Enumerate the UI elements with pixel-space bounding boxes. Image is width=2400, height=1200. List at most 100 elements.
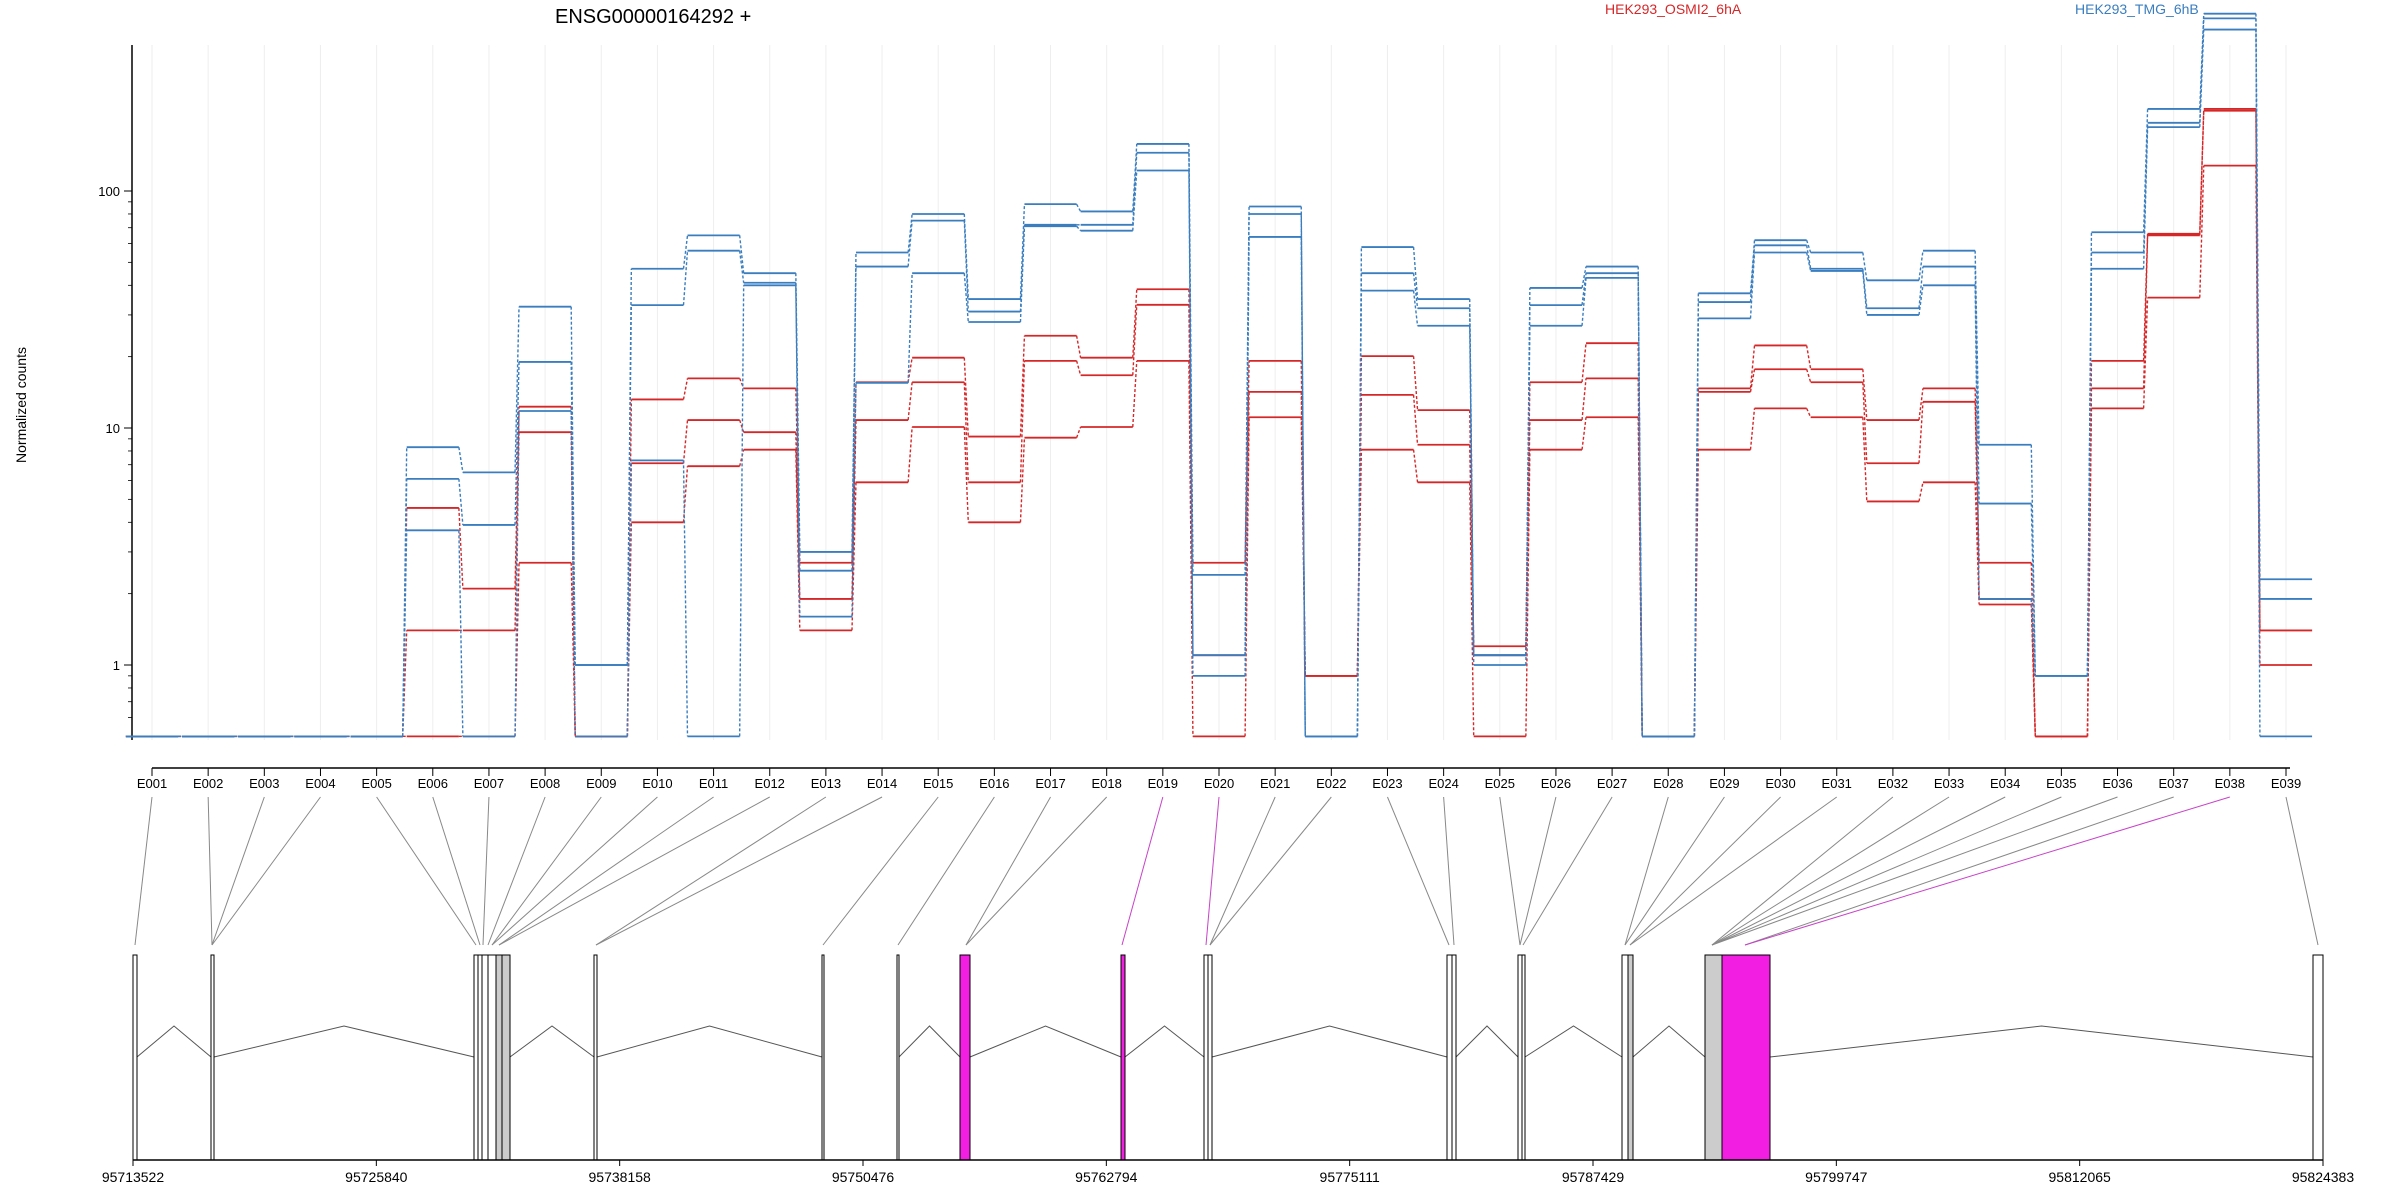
exon-box-7 — [501, 954, 511, 1161]
connector-E035 — [1711, 796, 2062, 946]
x-tick-label-E015: E015 — [923, 776, 953, 791]
series-2-link — [907, 426, 913, 483]
series-5-link — [1693, 318, 1700, 737]
series-5-link — [1244, 236, 1250, 676]
exon-box-6 — [495, 954, 503, 1161]
connector-E033 — [1711, 796, 1950, 946]
series-0-link — [907, 357, 913, 383]
connector-E007 — [482, 796, 490, 946]
series-0-link — [739, 378, 745, 389]
connector-E001 — [134, 796, 153, 946]
y-tick-label-100: 100 — [98, 184, 120, 199]
x-tick-label-E031: E031 — [1822, 776, 1852, 791]
series-1-link — [1749, 369, 1756, 393]
intron-8 — [1455, 1025, 1519, 1058]
series-0-link — [851, 382, 857, 563]
x-tick-label-E017: E017 — [1035, 776, 1065, 791]
connector-E014 — [595, 796, 883, 946]
series-2-link — [1132, 360, 1138, 428]
connector-E027 — [1522, 796, 1613, 946]
x-tick-label-E025: E025 — [1485, 776, 1515, 791]
series-0-link — [2142, 233, 2149, 361]
exon-box-14 — [1207, 954, 1213, 1161]
connector-E011 — [498, 796, 714, 946]
series-4-link — [738, 250, 745, 283]
x-tick-label-E037: E037 — [2158, 776, 2188, 791]
series-1-link — [1581, 378, 1587, 421]
intron-lines — [136, 1025, 2314, 1058]
intron-6 — [1124, 1025, 1205, 1058]
legend-entry-tmg: HEK293_TMG_6hB — [2075, 1, 2199, 17]
connector-E028 — [1624, 796, 1669, 946]
x-tick-label-E019: E019 — [1148, 776, 1178, 791]
x-tick-label-E016: E016 — [979, 776, 1009, 791]
x-tick-label-E030: E030 — [1765, 776, 1795, 791]
series-5-link — [626, 460, 633, 737]
x-tick-label-E026: E026 — [1541, 776, 1571, 791]
series-3-link — [1412, 247, 1419, 300]
connector-E036 — [1711, 796, 2118, 946]
x-tick-label-E018: E018 — [1091, 776, 1121, 791]
connector-E021 — [1209, 796, 1276, 946]
series-5-link — [907, 273, 913, 383]
exon-box-12 — [1120, 954, 1126, 1161]
exon-box-18 — [1521, 954, 1526, 1161]
series-3-link — [1019, 204, 1026, 300]
series-4-link — [907, 220, 913, 267]
series-2-link — [1525, 449, 1531, 737]
exon-box-1 — [210, 954, 215, 1161]
series-5-HEK293_TMG_6hB — [125, 28, 2313, 738]
series-3-link — [682, 235, 689, 269]
exon-box-21 — [1704, 954, 1723, 1161]
series-0-link — [1075, 335, 1082, 358]
connector-E039 — [2285, 796, 2319, 946]
series-0-link — [402, 507, 408, 737]
series-0-link — [1862, 369, 1868, 421]
x-tick-label-E008: E008 — [530, 776, 560, 791]
exon-connector-lines — [134, 796, 2319, 946]
series-2-link — [682, 466, 689, 523]
series-5-link — [1805, 252, 1812, 272]
series-4-link — [2030, 503, 2036, 676]
exon-box-20 — [1627, 954, 1634, 1161]
exon-box-10 — [896, 954, 900, 1161]
exon-box-5 — [487, 954, 497, 1161]
intron-2 — [509, 1025, 595, 1058]
series-2-link — [1862, 417, 1868, 502]
series-5-link — [2086, 268, 2093, 676]
y-tick-label-1: 1 — [113, 658, 120, 673]
connector-E020 — [1205, 796, 1220, 946]
series-lines — [125, 12, 2313, 738]
series-2-link — [1918, 482, 1924, 502]
series-2-link — [1693, 449, 1700, 737]
x-tick-label-E027: E027 — [1597, 776, 1627, 791]
exon-box-13 — [1203, 954, 1209, 1161]
connector-E013 — [595, 796, 827, 946]
genome-coordinate-ticks: 95713522 95725840 95738158 95750476 95762794… — [102, 1160, 2354, 1185]
exon-box-9 — [821, 954, 825, 1161]
x-tick-label-E039: E039 — [2271, 776, 2301, 791]
series-1-link — [1019, 360, 1026, 483]
x-tick-label-E013: E013 — [811, 776, 841, 791]
x-tick-label-E002: E002 — [193, 776, 223, 791]
connector-E031 — [1629, 796, 1838, 946]
exon-box-23 — [2312, 954, 2324, 1161]
series-2-link — [1974, 482, 1980, 605]
x-tick-label-E038: E038 — [2215, 776, 2245, 791]
series-3-link — [1581, 266, 1587, 289]
series-5-link — [1019, 226, 1026, 323]
series-1-link — [1918, 401, 1924, 464]
series-5-link — [1188, 170, 1194, 676]
intron-5 — [969, 1025, 1122, 1058]
series-4-link — [514, 361, 520, 525]
x-tick-label-E020: E020 — [1204, 776, 1234, 791]
series-1-link — [1412, 394, 1419, 445]
series-4-link — [1862, 268, 1868, 309]
series-4-link — [402, 478, 408, 737]
intron-10 — [1632, 1025, 1706, 1058]
intron-0 — [136, 1025, 212, 1058]
series-2-link — [1356, 449, 1363, 676]
series-1-link — [1805, 369, 1812, 383]
connector-E024 — [1443, 796, 1455, 946]
exon-box-0 — [132, 954, 138, 1161]
